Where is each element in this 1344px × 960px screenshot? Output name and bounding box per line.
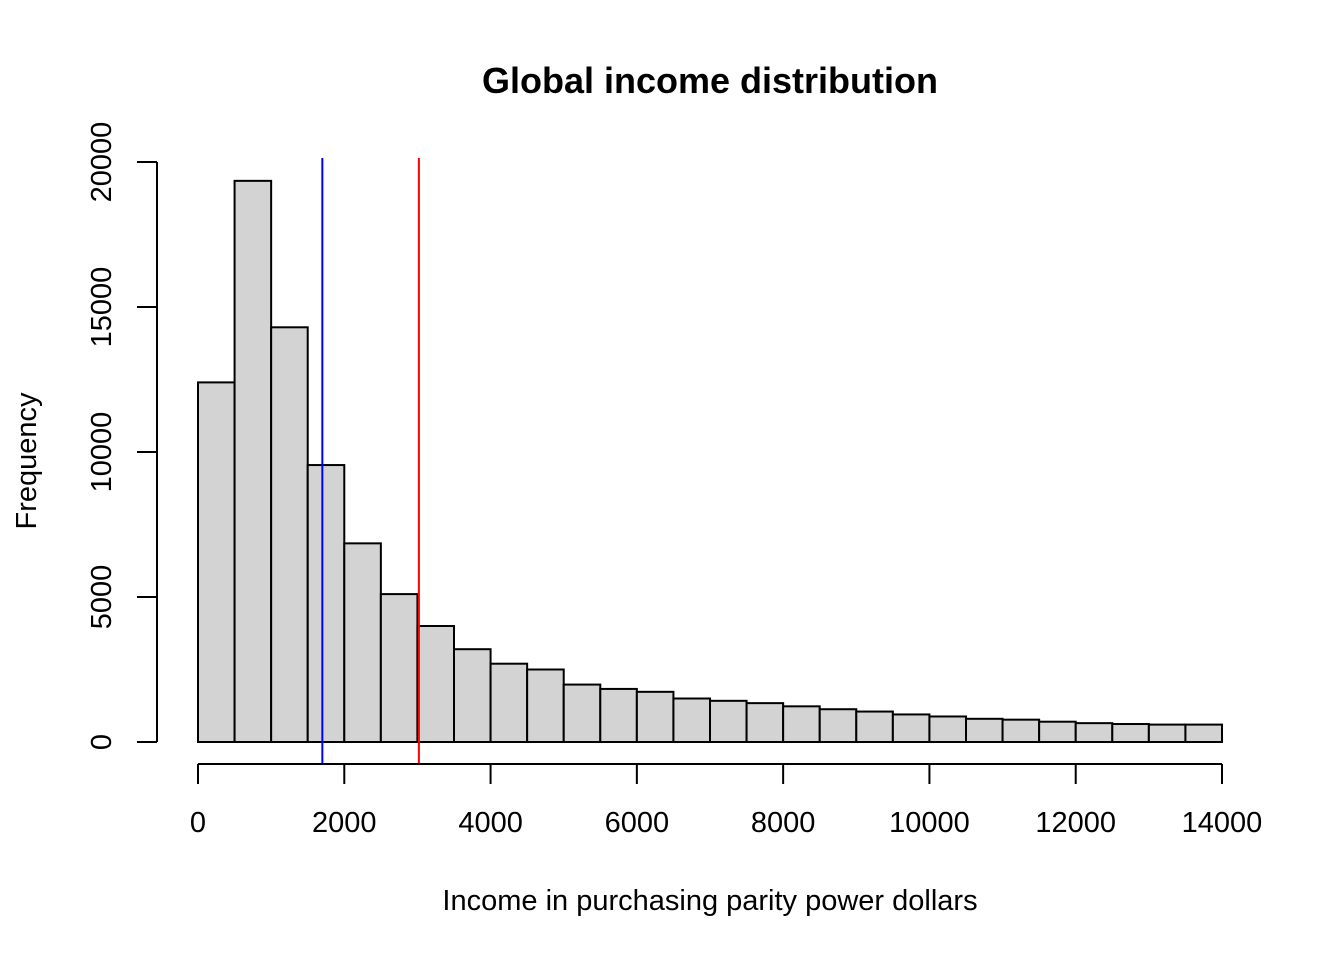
histogram-bar [416,625,455,743]
histogram-bar [855,710,894,743]
histogram-bar [453,648,492,744]
histogram-bar [891,713,931,744]
histogram-bar [599,687,638,743]
histogram-bar [1001,718,1041,743]
bars-group [197,179,1224,744]
y-tick-label: 0 [86,734,118,750]
histogram-bar [635,690,675,744]
x-tick-label: 12000 [1035,807,1116,839]
histogram-bar [1074,722,1114,744]
histogram-bar [233,179,273,744]
histogram-bar [672,697,712,743]
histogram-bar [526,668,565,743]
histogram-bar [197,381,236,743]
histogram-bar [562,683,602,744]
histogram-bar [379,593,419,743]
x-axis: 0 2000 4000 6000 8000 10000 12000 14000 [190,763,1263,839]
y-tick-label: 20000 [86,122,118,203]
chart-title: Global income distribution [482,60,938,101]
histogram-bar [1147,723,1187,743]
histogram-bar [306,464,346,743]
histogram-bar [1038,720,1077,744]
histogram-bar [1184,723,1224,743]
reference-lines-group [321,158,420,764]
histogram-bar [928,715,968,743]
histogram-bar [270,326,309,743]
histogram-bar [343,542,382,743]
y-tick-label: 10000 [86,412,118,493]
histogram-bar [745,702,785,744]
x-tick-label: 2000 [312,807,377,839]
histogram-bar [818,708,858,743]
histogram-bar [489,662,529,744]
x-tick-label: 0 [190,807,206,839]
y-tick-label: 5000 [86,565,118,630]
histogram-bar [965,717,1004,743]
histogram-bar [709,699,748,744]
histogram-bar [1111,723,1150,744]
x-tick-label: 14000 [1182,807,1263,839]
histogram-bar [782,705,821,744]
x-tick-label: 4000 [458,807,523,839]
x-tick-label: 10000 [889,807,970,839]
x-axis-label: Income in purchasing parity power dollar… [442,885,977,917]
y-axis-label: Frequency [11,392,43,530]
x-tick-label: 6000 [605,807,670,839]
y-tick-label: 15000 [86,267,118,348]
y-axis: 0 5000 10000 15000 20000 [86,122,158,750]
x-tick-label: 8000 [751,807,816,839]
